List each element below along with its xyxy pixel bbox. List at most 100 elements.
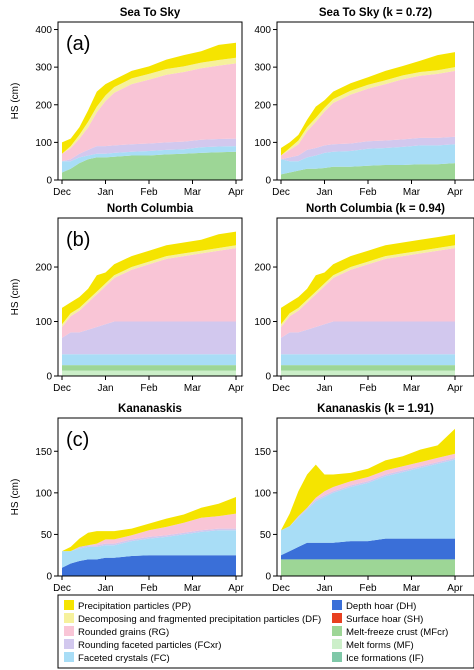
legend-swatch <box>332 652 342 662</box>
y-tick-label: 100 <box>254 488 271 499</box>
x-tick-label: Mar <box>184 383 202 394</box>
y-tick-label: 200 <box>254 263 271 274</box>
x-tick-label: Apr <box>447 383 463 394</box>
x-tick-label: Feb <box>359 187 377 198</box>
y-tick-label: 100 <box>254 138 271 149</box>
x-tick-label: Mar <box>184 187 202 198</box>
x-tick-label: Feb <box>359 583 377 594</box>
layer-fc <box>281 144 455 175</box>
panel-title: North Columbia (k = 0.94) <box>306 203 445 215</box>
layer-mfcr <box>281 365 455 371</box>
legend-swatch <box>64 600 74 610</box>
panel-frame <box>276 21 474 181</box>
y-tick-label: 400 <box>35 25 52 36</box>
x-tick-label: Apr <box>228 583 244 594</box>
legend-item-fc: Faceted crystals (FC) <box>64 652 170 664</box>
layer-pp <box>62 42 236 154</box>
layer-rg <box>62 513 236 552</box>
layer-rg <box>281 453 455 531</box>
layer-fc <box>281 459 455 556</box>
panel-frame <box>57 417 243 577</box>
y-tick-label: 300 <box>254 63 271 74</box>
layer-rg <box>62 63 236 162</box>
legend-item-dh: Depth hoar (DH) <box>332 600 416 612</box>
y-tick-label: 0 <box>46 176 52 187</box>
x-tick-label: Apr <box>447 583 463 594</box>
layer-fc <box>62 354 236 366</box>
x-tick-label: Apr <box>228 383 244 394</box>
x-tick-label: Mar <box>403 583 421 594</box>
legend-item-df: Decomposing and fragmented precipitation… <box>64 613 321 625</box>
layer-pp <box>281 428 455 531</box>
legend-label: Precipitation particles (PP) <box>78 601 191 612</box>
y-tick-label: 100 <box>254 317 271 328</box>
y-tick-label: 0 <box>46 572 52 583</box>
y-axis-label: HS (cm) <box>10 279 21 316</box>
layer-pp <box>62 497 236 552</box>
layer-fcxr <box>281 136 455 162</box>
layer-pp <box>281 234 455 325</box>
y-axis-label: HS (cm) <box>10 83 21 120</box>
x-tick-label: Jan <box>97 187 113 198</box>
legend-label: Ice formations (IF) <box>346 653 424 664</box>
legend-item-sh: Surface hoar (SH) <box>332 613 423 625</box>
layer-pp <box>281 52 455 156</box>
panel-6: Kananaskis (k = 1.91) 0 50 100 150 Dec Jan Feb M… <box>254 403 474 594</box>
y-tick-label: 300 <box>35 63 52 74</box>
panel-4: North Columbia (k = 0.94) 0 100 200 Dec Jan Fe… <box>254 203 474 394</box>
x-tick-label: Jan <box>316 187 332 198</box>
y-tick-label: 150 <box>254 447 271 458</box>
x-tick-label: Dec <box>272 383 290 394</box>
layer-df <box>62 57 236 154</box>
y-tick-label: 100 <box>35 317 52 328</box>
y-tick-label: 0 <box>265 372 271 383</box>
y-tick-label: 0 <box>46 372 52 383</box>
legend-item-mf: Melt forms (MF) <box>332 639 414 651</box>
legend-item-fcxr: Rounding faceted particles (FCxr) <box>64 639 221 651</box>
legend-item-mfcr: Melt-freeze crust (MFcr) <box>332 626 448 638</box>
panel-frame <box>57 217 243 377</box>
panel-title: Kananaskis <box>118 403 182 415</box>
layer-fc <box>62 530 236 568</box>
x-tick-label: Dec <box>53 383 71 394</box>
layer-rg <box>62 248 236 338</box>
legend-item-if: Ice formations (IF) <box>332 652 424 664</box>
x-tick-label: Dec <box>53 583 71 594</box>
panel-title: North Columbia <box>107 203 194 215</box>
x-tick-label: Jan <box>97 383 113 394</box>
layer-fcxr <box>62 321 236 355</box>
plot-area <box>281 52 455 180</box>
x-tick-label: Jan <box>316 583 332 594</box>
plot-area <box>62 42 236 180</box>
legend-label: Surface hoar (SH) <box>346 614 423 625</box>
panel-title: Sea To Sky (k = 0.72) <box>319 7 432 19</box>
plot-area <box>62 497 236 576</box>
panel-label: (c) <box>66 429 89 451</box>
layer-dh <box>62 555 236 576</box>
legend-swatch <box>332 639 342 649</box>
panel-label: (a) <box>66 33 90 55</box>
legend-swatch <box>332 600 342 610</box>
layer-rg <box>281 248 455 338</box>
panel-frame <box>276 417 474 577</box>
legend-label: Rounding faceted particles (FCxr) <box>78 640 221 651</box>
x-tick-label: Jan <box>316 383 332 394</box>
legend-swatch <box>64 639 74 649</box>
legend-swatch <box>64 652 74 662</box>
legend-label: Melt-freeze crust (MFcr) <box>346 627 448 638</box>
y-tick-label: 50 <box>260 530 272 541</box>
x-tick-label: Dec <box>53 187 71 198</box>
y-tick-label: 400 <box>254 25 271 36</box>
y-tick-label: 200 <box>35 100 52 111</box>
legend-swatch <box>64 626 74 636</box>
y-tick-label: 200 <box>254 100 271 111</box>
y-tick-label: 0 <box>265 572 271 583</box>
plot-area <box>281 428 455 576</box>
legend-swatch <box>332 613 342 623</box>
y-tick-label: 100 <box>35 138 52 149</box>
panel-1: Sea To Sky (a) 0 100 200 300 400 HS (cm) Dec Jan F… <box>10 7 244 198</box>
layer-dh <box>281 538 455 560</box>
x-tick-label: Apr <box>447 187 463 198</box>
y-tick-label: 200 <box>35 263 52 274</box>
y-tick-label: 0 <box>265 176 271 187</box>
